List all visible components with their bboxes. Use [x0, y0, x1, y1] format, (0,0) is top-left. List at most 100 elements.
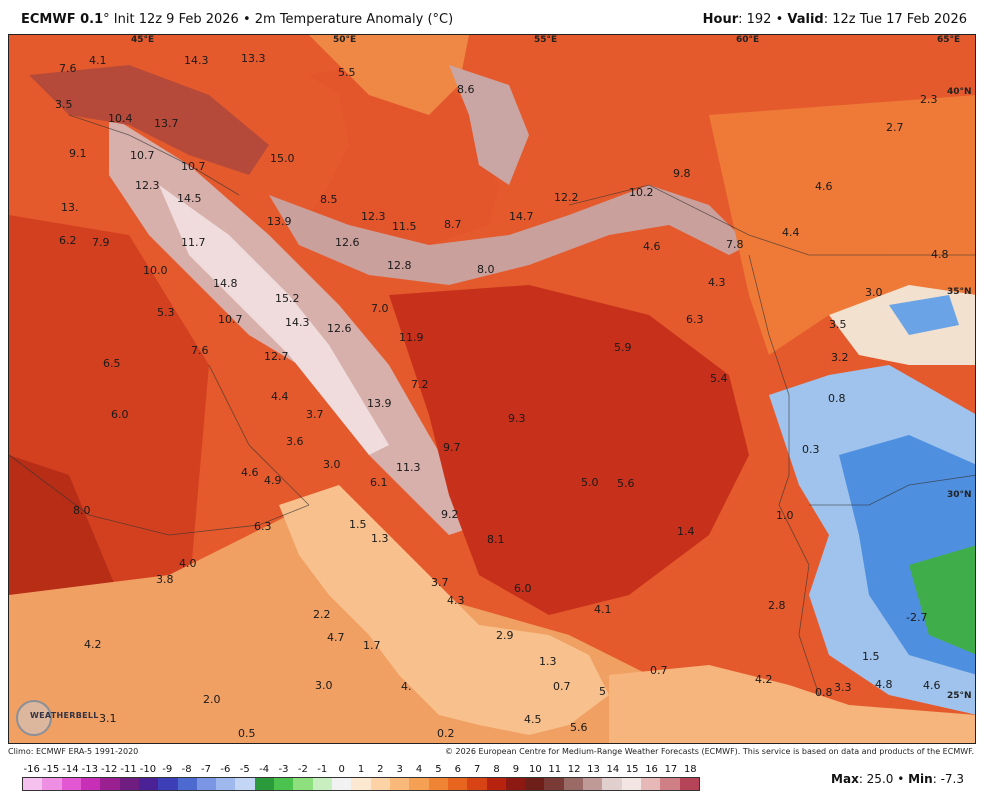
climo-note: Climo: ECMWF ERA-5 1991-2020: [8, 747, 139, 756]
lat-label-30: 30°N: [947, 490, 972, 500]
lat-label-40: 40°N: [947, 87, 972, 97]
lon-label-65: 65°E: [937, 35, 961, 45]
value-label: 4.7: [327, 631, 345, 644]
valid-label: Valid: [787, 12, 824, 27]
value-label: 4.5: [524, 713, 542, 726]
colorbar-swatch: [42, 778, 62, 790]
colorbar-swatch: [583, 778, 603, 790]
logo-circle-icon: [16, 700, 52, 736]
valid-time: Hour: 192 • Valid: 12z Tue 17 Feb 2026: [703, 12, 967, 27]
colorbar-tick-label: -14: [62, 764, 79, 775]
value-label: 15.2: [275, 292, 300, 305]
value-label: 8.7: [444, 218, 462, 231]
value-label: 5: [599, 685, 606, 698]
colorbar-swatch: [370, 778, 390, 790]
colorbar-tick-label: 2: [377, 764, 384, 775]
value-label: 0.2: [437, 727, 455, 740]
init-text: ° Init 12z 9 Feb 2026 • 2m Temperature A…: [103, 12, 454, 27]
value-label: 5.9: [614, 341, 632, 354]
value-label: 0.7: [553, 680, 571, 693]
cold-green: [909, 545, 975, 655]
value-label: 1.3: [371, 532, 389, 545]
value-label: 5.6: [617, 477, 635, 490]
value-label: 4.4: [782, 226, 800, 239]
min-label: Min: [908, 772, 933, 786]
value-label: 7.6: [191, 344, 209, 357]
min-value: : -7.3: [932, 772, 964, 786]
colorbar-tick-label: -16: [23, 764, 40, 775]
value-label: 3.2: [831, 351, 849, 364]
colorbar-swatch: [80, 778, 101, 790]
colorbar-swatch: [138, 778, 159, 790]
value-label: 9.7: [443, 441, 461, 454]
gulf-of-oman: [609, 665, 975, 743]
caspian-sea: [309, 65, 499, 245]
value-label: 6.0: [514, 582, 532, 595]
value-label: 3.0: [315, 679, 333, 692]
value-label: 3.6: [286, 435, 304, 448]
colorbar-swatch: [100, 778, 120, 790]
colorbar-tick-label: 6: [454, 764, 462, 775]
value-label: 1.5: [862, 650, 880, 663]
header: ECMWF 0.1° Init 12z 9 Feb 2026 • 2m Temp…: [0, 0, 984, 34]
max-label: Max: [831, 772, 859, 786]
value-label: 6.1: [370, 476, 388, 489]
value-label: 5.0: [581, 476, 599, 489]
value-label: -2.7: [906, 611, 928, 624]
lon-label-55: 55°E: [534, 35, 558, 45]
value-label: 12.6: [327, 322, 352, 335]
colorbar-tick-label: 5: [435, 764, 442, 775]
colorbar-swatch: [660, 778, 680, 790]
value-label: 6.3: [686, 313, 704, 326]
colorbar-tick-label: 12: [567, 764, 581, 775]
value-label: 5.6: [570, 721, 588, 734]
value-label: 9.1: [69, 147, 87, 160]
value-label: 3.8: [156, 573, 174, 586]
value-label: 9.8: [673, 167, 691, 180]
value-label: 7.9: [92, 236, 110, 249]
colorbar-swatch: [216, 778, 236, 790]
value-label: 6.3: [254, 520, 272, 533]
logo-text: WEATHERBELL: [30, 711, 99, 720]
value-label: 14.8: [213, 277, 238, 290]
value-label: 1.5: [349, 518, 367, 531]
value-label: 8.1: [487, 533, 505, 546]
colorbar-tick-label: 4: [415, 764, 423, 775]
colorbar-swatch: [602, 778, 622, 790]
caspian-north: [309, 35, 469, 115]
value-label: 4.0: [179, 557, 197, 570]
colorbar-tick-label: -3: [278, 764, 289, 775]
value-label: 0.7: [650, 664, 668, 677]
value-label: 3.0: [865, 286, 883, 299]
value-label: 3.5: [55, 98, 73, 111]
value-label: 4.4: [271, 390, 289, 403]
value-label: 7.6: [59, 62, 77, 75]
lat-label-35: 35°N: [947, 287, 972, 297]
caucasus: [29, 65, 269, 175]
value-label: 10.7: [218, 313, 243, 326]
model-name: ECMWF 0.1: [21, 12, 104, 27]
value-label: 12.2: [554, 191, 579, 204]
max-min-readout: Max: 25.0 • Min: -7.3: [831, 772, 964, 786]
colorbar-ticks: -16 -15 -14 -13 -12 -11 -10 -9 -8 -7 -6 -5 -4 -3 -2 -1 0…: [22, 764, 700, 776]
colorbar-swatch: [409, 778, 429, 790]
value-label: 10.2: [629, 186, 654, 199]
colorbar-swatch: [486, 778, 506, 790]
value-label: 14.3: [285, 316, 310, 329]
value-label: 3.1: [99, 712, 117, 725]
weatherbell-logo: WEATHERBELL: [16, 698, 98, 736]
colorbar-tick-label: -15: [42, 764, 60, 775]
colorbar-tick-label: 13: [587, 764, 600, 775]
value-label: 9.2: [441, 508, 459, 521]
colorbar-tick-label: -4: [259, 764, 270, 775]
value-label: 2.8: [768, 599, 786, 612]
value-label: 2.7: [886, 121, 904, 134]
colorbar-swatch: [544, 778, 564, 790]
value-label: 8.6: [457, 83, 475, 96]
value-label: 10.7: [130, 149, 155, 162]
hour-label: Hour: [702, 12, 739, 27]
value-label: 14.7: [509, 210, 534, 223]
value-label: 4.2: [84, 638, 102, 651]
value-label: 13.9: [267, 215, 292, 228]
lon-label-60: 60°E: [736, 35, 760, 45]
